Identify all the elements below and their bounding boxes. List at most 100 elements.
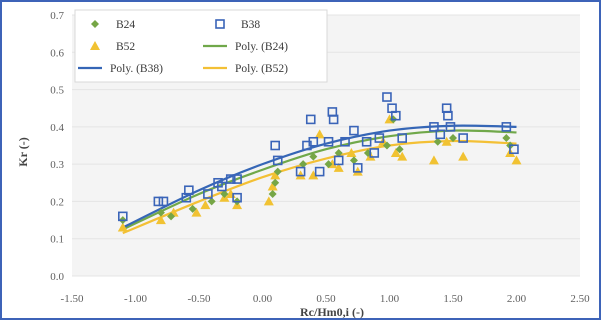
data-point [232, 192, 242, 203]
data-point [267, 181, 278, 191]
x-tick-label: 1.00 [380, 293, 400, 305]
data-point [263, 196, 274, 206]
data-point [391, 110, 401, 121]
data-point [395, 145, 404, 154]
data-point [184, 185, 194, 196]
data-point [314, 166, 325, 177]
legend-label-b38: B38 [241, 19, 260, 31]
data-point [334, 148, 343, 157]
legend: B24 B38 B52 Poly. (B24) Poly. (B38) Poly. (B5… [74, 9, 328, 83]
y-tick-label: 0.1 [50, 234, 64, 246]
legend-label-b52: B52 [116, 41, 135, 53]
data-point [328, 114, 339, 125]
x-tick-label: -0.50 [188, 293, 211, 305]
data-point [333, 155, 344, 166]
data-point [272, 155, 283, 166]
data-point [268, 189, 277, 198]
data-point [433, 137, 442, 146]
data-point [117, 222, 128, 232]
data-point [390, 147, 401, 157]
data-point [352, 163, 363, 173]
data-point [509, 144, 519, 155]
data-point [271, 178, 280, 187]
data-point [429, 122, 439, 132]
legend-swatch-b24 [91, 20, 99, 28]
data-point [333, 162, 344, 172]
data-point [428, 155, 439, 165]
data-point [270, 140, 281, 151]
data-point [270, 170, 281, 180]
x-axis-title: Rc/Hm0,i (-) [300, 305, 364, 319]
data-point [397, 133, 408, 143]
data-point [156, 208, 165, 217]
data-point [167, 212, 176, 221]
data-point [225, 174, 236, 184]
data-point [273, 167, 282, 176]
legend-label-poly-b24: Poly. (B24) [235, 41, 288, 53]
legend-swatch-b52 [90, 41, 100, 50]
data-point [397, 151, 408, 161]
data-point [305, 114, 316, 125]
y-tick-label: 0.5 [50, 85, 64, 97]
y-tick-label: 0.7 [50, 10, 64, 22]
data-point [118, 211, 128, 222]
x-tick-labels: -1.50 -1.00 -0.50 0.00 0.50 1.00 1.50 2.00 2.50 [61, 293, 591, 305]
series-b52 [117, 114, 522, 232]
data-point [349, 125, 359, 136]
data-point [217, 181, 227, 192]
legend-swatch-b38 [215, 19, 225, 29]
data-point [309, 152, 318, 161]
data-point [349, 156, 358, 165]
data-point [308, 170, 319, 180]
data-point [340, 136, 350, 147]
x-tick-label: -1.00 [124, 293, 147, 305]
y-axis-title: Kr (-) [16, 137, 30, 166]
data-point [501, 122, 512, 132]
data-point [188, 204, 197, 213]
x-tick-label: 0.00 [253, 293, 273, 305]
x-tick-label: 2.50 [570, 293, 590, 305]
x-tick-label: 1.50 [443, 293, 463, 305]
y-tick-label: 0.3 [50, 159, 64, 171]
data-point [458, 133, 468, 143]
y-tick-label: 0.0 [50, 271, 64, 283]
data-point [361, 136, 372, 147]
data-point [155, 215, 166, 225]
data-point [299, 160, 308, 169]
data-point [158, 196, 169, 207]
x-tick-label: 2.00 [507, 293, 527, 305]
trendline-b38 [122, 124, 517, 229]
data-point [314, 129, 325, 139]
data-point [443, 110, 453, 121]
data-point [153, 196, 164, 207]
data-point [382, 141, 391, 150]
series-b24 [118, 115, 515, 225]
series-b38 [118, 92, 519, 222]
x-tick-label: -1.50 [61, 293, 84, 305]
y-tick-label: 0.4 [50, 122, 64, 134]
data-point [207, 197, 216, 206]
legend-label-b24: B24 [116, 19, 135, 31]
data-point [449, 134, 457, 143]
y-tick-label: 0.6 [50, 47, 64, 59]
y-tick-label: 0.2 [50, 196, 64, 208]
x-tick-label: 0.50 [316, 293, 336, 305]
data-point [323, 136, 334, 147]
data-point [369, 148, 380, 158]
data-point [435, 129, 446, 140]
data-point [220, 189, 229, 198]
data-point [203, 189, 213, 199]
legend-label-poly-b52: Poly. (B52) [235, 63, 288, 75]
legend-label-poly-b38: Poly. (B38) [110, 63, 163, 75]
data-point [200, 200, 211, 210]
data-point [374, 133, 385, 143]
data-point [191, 207, 202, 217]
data-point [458, 151, 469, 161]
data-point [502, 134, 511, 143]
data-point [295, 166, 306, 177]
data-point [511, 155, 522, 165]
y-tick-labels: 0.0 0.1 0.2 0.3 0.4 0.5 0.6 0.7 [50, 10, 64, 283]
data-points [117, 92, 522, 232]
